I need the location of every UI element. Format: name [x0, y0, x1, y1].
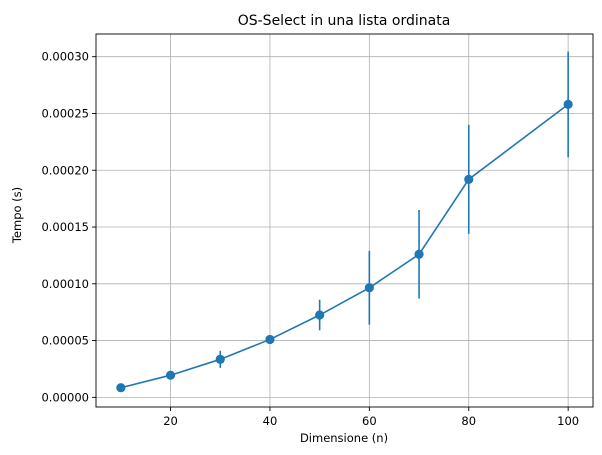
- series-line: [120, 103, 569, 389]
- y-tick-label: 0.00015: [41, 220, 89, 234]
- y-ticks: 0.00000 0.00005 0.00010 0.00015 0.00020 0.000…: [41, 50, 96, 404]
- x-ticks: 20 40 60 80 100: [163, 407, 579, 428]
- x-tick-label: 80: [461, 414, 476, 428]
- chart-title: OS-Select in una lista ordinata: [238, 13, 451, 29]
- y-axis-label: Tempo (s): [10, 187, 24, 244]
- y-tick-label: 0.00000: [41, 390, 89, 404]
- data-point: [563, 99, 573, 109]
- y-tick-label: 0.00010: [41, 277, 89, 291]
- plot-frame: [95, 33, 594, 408]
- data-point: [464, 174, 474, 184]
- y-tick-label: 0.00020: [41, 163, 89, 177]
- grid-lines: [96, 34, 593, 407]
- data-point: [165, 370, 176, 380]
- x-tick-label: 40: [263, 414, 278, 428]
- data-points: [116, 99, 573, 393]
- data-point: [364, 283, 374, 293]
- y-tick-label: 0.00030: [41, 50, 89, 64]
- x-tick-label: 20: [163, 414, 178, 428]
- error-bars: [120, 51, 569, 390]
- data-point: [315, 310, 325, 320]
- x-axis-label: Dimensione (n): [300, 431, 388, 445]
- data-point: [265, 334, 275, 345]
- y-tick-label: 0.00025: [41, 106, 89, 120]
- x-tick-label: 60: [362, 414, 377, 428]
- data-point: [215, 354, 225, 364]
- x-tick-label: 100: [557, 414, 579, 428]
- data-point: [116, 383, 126, 393]
- y-tick-label: 0.00005: [41, 334, 89, 348]
- data-point: [414, 249, 424, 259]
